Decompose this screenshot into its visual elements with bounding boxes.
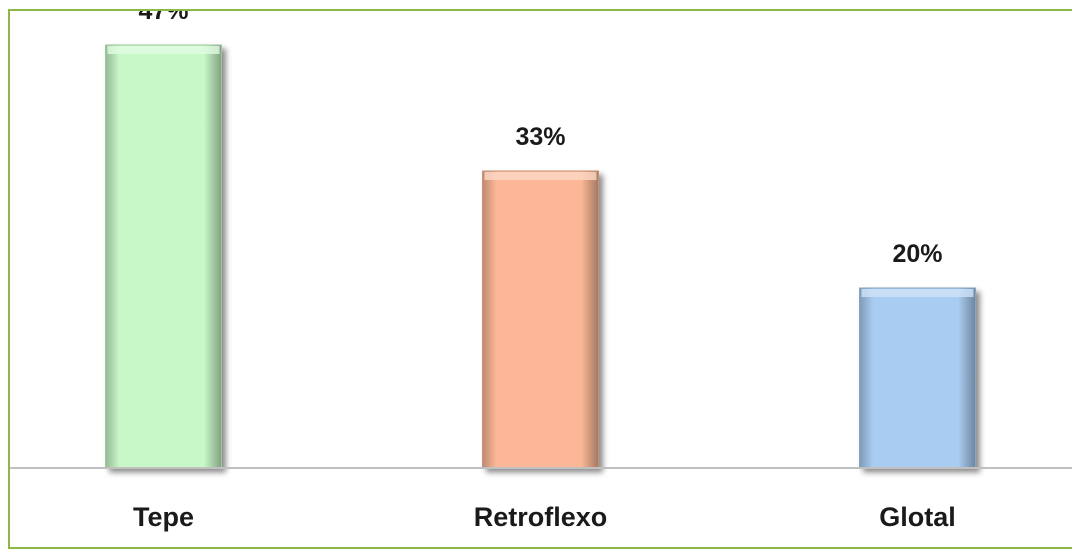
- data-label-tepe: 47%: [138, 11, 188, 25]
- category-label-tepe: Tepe: [133, 502, 194, 532]
- data-label-glotal: 20%: [892, 240, 942, 268]
- bar-rect: [859, 287, 976, 469]
- bar-chart: 47% Tepe 33% Retroflexo 20% Glotal: [10, 11, 1072, 532]
- data-label-retroflexo: 33%: [515, 123, 565, 151]
- labels-layer: 47% Tepe 33% Retroflexo 20% Glotal: [133, 11, 956, 532]
- bar-top-bevel: [107, 46, 220, 54]
- bar-rect: [482, 170, 599, 469]
- bar-top-bevel: [861, 289, 974, 297]
- bar-tepe: [105, 44, 222, 469]
- bar-top-bevel: [484, 172, 597, 180]
- bar-retroflexo: [482, 170, 599, 469]
- bars-layer: [105, 44, 976, 469]
- chart-frame: 47% Tepe 33% Retroflexo 20% Glotal: [8, 9, 1072, 549]
- category-label-glotal: Glotal: [879, 502, 956, 532]
- bar-glotal: [859, 287, 976, 469]
- category-label-retroflexo: Retroflexo: [474, 502, 608, 532]
- bar-rect: [105, 44, 222, 469]
